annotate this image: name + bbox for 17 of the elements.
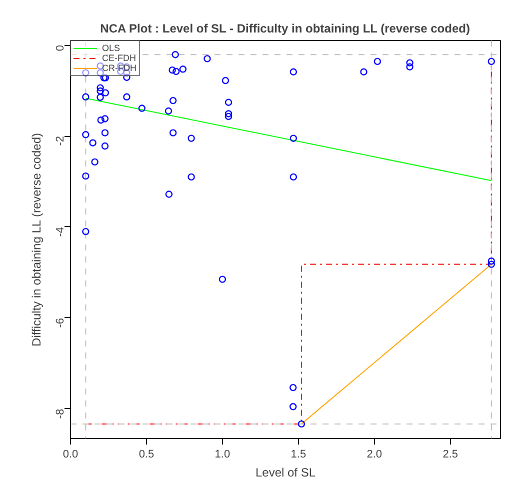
y-tick-label: -2 (54, 136, 66, 146)
y-tick-label: 0 (54, 45, 66, 52)
chart-title: NCA Plot : Level of SL - Difficulty in obtaining LL (reverse coded) (100, 22, 470, 36)
y-tick-label: -6 (54, 318, 66, 328)
x-tick-label: 0.0 (62, 448, 78, 460)
x-tick-label: 1.5 (290, 448, 306, 460)
legend-label: CE-FDH (102, 53, 136, 63)
legend-label: CR-FDH (102, 63, 136, 73)
x-tick-label: 2.5 (442, 448, 458, 460)
y-tick-label: -8 (54, 408, 66, 419)
y-axis-title: Difficulty in obtaining LL (reverse coded) (30, 132, 44, 346)
y-tick-label: -4 (54, 226, 66, 237)
x-axis-title: Level of SL (255, 466, 316, 480)
legend-label: OLS (102, 43, 122, 53)
x-tick-label: 1.0 (214, 448, 230, 460)
x-tick-label: 2.0 (366, 448, 382, 460)
x-tick-label: 0.5 (138, 448, 154, 460)
